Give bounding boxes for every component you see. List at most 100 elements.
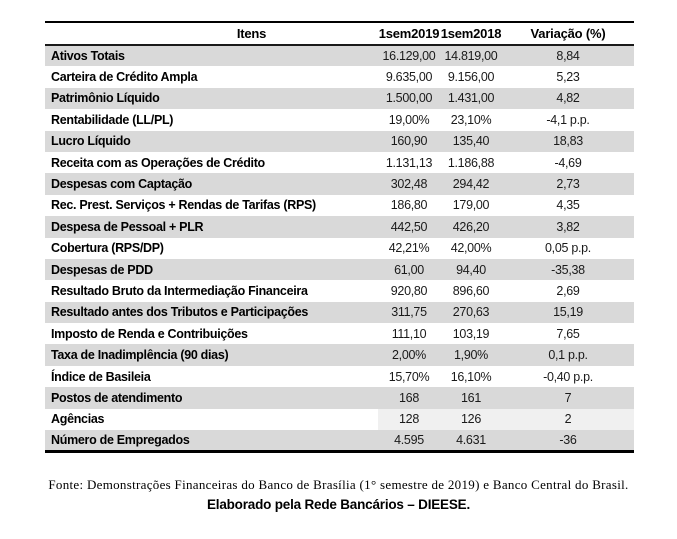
value-2018-cell: 103,19 [452, 326, 490, 341]
table-row: Postos de atendimento 168 161 7 [45, 387, 634, 409]
table-row: Agências 128 126 2 [45, 408, 634, 431]
variation-cell: -35,38 [502, 258, 634, 281]
item-cell: Cobertura (RPS/DP) [51, 241, 164, 256]
value-2019-cell: 311,75 [378, 301, 440, 324]
variation-cell: 4,35 [556, 198, 580, 213]
source-note: Fonte: Demonstrações Financeiras do Banc… [48, 477, 629, 492]
value-2018-cell: 94,40 [440, 258, 502, 281]
item-cell: Taxa de Inadimplência (90 dias) [45, 344, 378, 366]
item-cell: Rec. Prest. Serviços + Rendas de Tarifas… [51, 198, 316, 213]
value-2018-cell: 1.431,00 [440, 87, 502, 110]
table-row: Resultado antes dos Tributos e Participa… [45, 301, 634, 324]
item-cell: Postos de atendimento [45, 387, 378, 409]
financial-summary-table-wrap: Itens 1sem2019 1sem2018 Variação (%) Ativos… [45, 21, 634, 453]
value-2019-cell: 168 [378, 387, 440, 409]
table-row: Ativos Totais 16.129,00 14.819,00 8,84 [45, 45, 634, 67]
value-2019-cell: 128 [378, 408, 440, 431]
table-row: Cobertura (RPS/DP) 42,21% 42,00% 0,05 p.p. [45, 238, 634, 259]
value-2019-cell: 42,21% [388, 241, 430, 256]
column-header-2: 1sem2019 [378, 22, 440, 46]
item-cell: Despesas com Captação [45, 173, 378, 195]
variation-cell: -0,40 p.p. [543, 369, 593, 384]
variation-cell: 7 [502, 387, 634, 409]
value-2018-cell: 42,00% [450, 241, 492, 256]
variation-cell: 15,19 [502, 301, 634, 324]
value-2019-cell: 16.129,00 [378, 45, 440, 67]
value-2018-cell: 23,10% [450, 112, 492, 127]
column-header-3: 1sem2018 [440, 22, 502, 46]
variation-cell: 5,23 [556, 70, 580, 85]
value-2018-cell: 1,90% [440, 344, 502, 366]
value-2018-cell: 135,40 [440, 130, 502, 152]
value-2019-cell: 15,70% [388, 369, 430, 384]
item-cell: Ativos Totais [45, 45, 378, 67]
value-2019-cell: 442,50 [378, 216, 440, 238]
column-header-4: Variação (%) [502, 22, 634, 46]
value-2018-cell: 14.819,00 [440, 45, 502, 67]
table-header-row: Itens 1sem2019 1sem2018 Variação (%) [45, 22, 634, 46]
item-cell: Agências [51, 412, 105, 427]
variation-cell: 18,83 [502, 130, 634, 152]
value-2018-cell: 9.156,00 [447, 70, 495, 85]
table-row: Carteira de Crédito Ampla 9.635,00 9.156,0… [45, 66, 634, 87]
value-2019-cell: 920,80 [390, 283, 428, 298]
value-2018-cell: 16,10% [450, 369, 492, 384]
variation-cell: 0,05 p.p. [545, 241, 591, 256]
table-row: Receita com as Operações de Crédito 1.131… [45, 152, 634, 173]
column-header-1: Itens [45, 22, 378, 46]
item-cell: Índice de Basileia [51, 369, 151, 384]
item-cell: Patrimônio Líquido [45, 87, 378, 110]
table-row: Imposto de Renda e Contribuições 111,10 10… [45, 323, 634, 344]
value-2019-cell: 2,00% [378, 344, 440, 366]
item-cell: Resultado Bruto da Intermediação Finance… [51, 283, 308, 298]
value-2018-cell: 896,60 [452, 283, 490, 298]
table-row: Despesas com Captação 302,48 294,42 2,73 [45, 173, 634, 195]
table-row: Taxa de Inadimplência (90 dias) 2,00% 1,90… [45, 344, 634, 366]
item-cell: Resultado antes dos Tributos e Participa… [45, 301, 378, 324]
value-2018-cell: 294,42 [440, 173, 502, 195]
variation-cell: -4,69 [554, 155, 582, 170]
value-2018-cell: 179,00 [452, 198, 490, 213]
variation-cell: 7,65 [556, 326, 580, 341]
value-2019-cell: 61,00 [378, 258, 440, 281]
variation-cell: 3,82 [502, 216, 634, 238]
table-row: Rec. Prest. Serviços + Rendas de Tarifas… [45, 195, 634, 216]
value-2018-cell: 161 [440, 387, 502, 409]
value-2019-cell: 1.131,13 [385, 155, 433, 170]
value-2019-cell: 160,90 [378, 130, 440, 152]
value-2019-cell: 19,00% [388, 112, 430, 127]
variation-cell: 4,82 [502, 87, 634, 110]
value-2018-cell: 4.631 [440, 430, 502, 452]
item-cell: Rentabilidade (LL/PL) [51, 112, 174, 127]
credit-note: Elaborado pela Rede Bancários – DIEESE. [206, 497, 471, 512]
variation-cell: -4,1 p.p. [546, 112, 590, 127]
table-row: Despesa de Pessoal + PLR 442,50 426,20 3,82 [45, 216, 634, 238]
value-2018-cell: 270,63 [440, 301, 502, 324]
table-row: Resultado Bruto da Intermediação Finance… [45, 280, 634, 301]
table-row: Lucro Líquido 160,90 135,40 18,83 [45, 130, 634, 152]
item-cell: Número de Empregados [45, 430, 378, 452]
value-2019-cell: 111,10 [391, 326, 427, 341]
variation-cell: 0,1 p.p. [502, 344, 634, 366]
table-row: Número de Empregados 4.595 4.631 -36 [45, 430, 634, 452]
variation-cell: 8,84 [502, 45, 634, 67]
value-2018-cell: 1.186,88 [447, 155, 495, 170]
value-2018-cell: 426,20 [440, 216, 502, 238]
table-row: Rentabilidade (LL/PL) 19,00% 23,10% -4,1 p.… [45, 109, 634, 130]
value-2019-cell: 1.500,00 [378, 87, 440, 110]
value-2019-cell: 9.635,00 [385, 70, 433, 85]
variation-cell: 2,69 [556, 283, 580, 298]
value-2019-cell: 4.595 [378, 430, 440, 452]
financial-summary-table: Itens 1sem2019 1sem2018 Variação (%) Ativos… [45, 21, 634, 453]
item-cell: Carteira de Crédito Ampla [51, 70, 198, 85]
item-cell: Imposto de Renda e Contribuições [51, 326, 248, 341]
item-cell: Lucro Líquido [45, 130, 378, 152]
value-2018-cell: 126 [440, 408, 502, 431]
item-cell: Receita com as Operações de Crédito [51, 155, 265, 170]
item-cell: Despesas de PDD [45, 258, 378, 281]
table-row: Patrimônio Líquido 1.500,00 1.431,00 4,82 [45, 87, 634, 110]
variation-cell: -36 [502, 430, 634, 452]
table-row: Índice de Basileia 15,70% 16,10% -0,40 p.p. [45, 366, 634, 387]
item-cell: Despesa de Pessoal + PLR [45, 216, 378, 238]
variation-cell: 2 [502, 408, 634, 431]
